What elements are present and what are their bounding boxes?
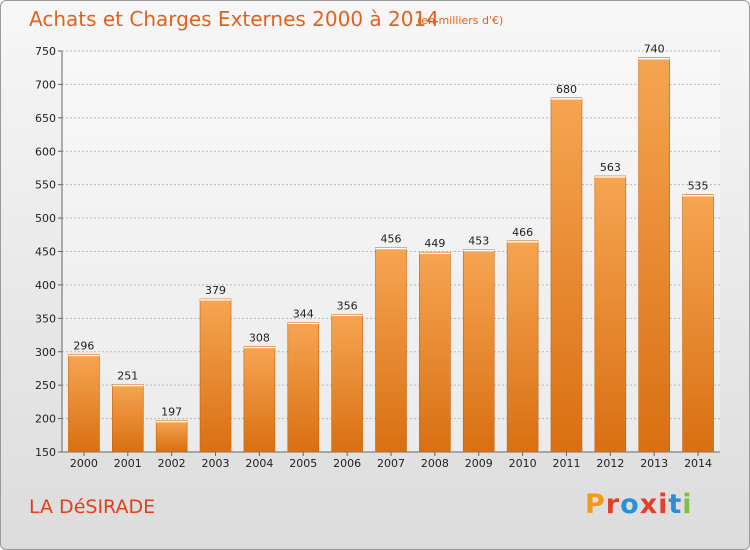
- bar: [155, 420, 188, 453]
- y-tick-label: 400: [35, 279, 56, 292]
- bar-value-label: 344: [293, 307, 314, 320]
- logo-letter: x: [639, 489, 659, 520]
- bar-value-label: 308: [249, 331, 270, 344]
- bar: [112, 384, 144, 453]
- bar: [287, 322, 320, 453]
- bar-value-label: 449: [424, 237, 445, 250]
- bar-value-label: 453: [468, 234, 489, 247]
- bar: [375, 247, 407, 453]
- bar: [506, 240, 539, 453]
- bar: [331, 314, 363, 453]
- bar: [682, 194, 714, 453]
- y-tick-label: 750: [35, 45, 56, 58]
- logo-letter: t: [668, 489, 683, 520]
- logo-letter: o: [620, 489, 640, 520]
- x-tick-label: 2005: [289, 457, 317, 470]
- bar-value-label: 251: [117, 369, 138, 382]
- bar: [594, 175, 627, 453]
- y-tick-label: 150: [35, 446, 56, 459]
- x-tick-label: 2014: [684, 457, 712, 470]
- logo-letter: r: [605, 489, 621, 520]
- bar-value-label: 535: [688, 180, 709, 193]
- bar: [419, 251, 451, 453]
- proxiti-logo[interactable]: Proxiti: [585, 489, 693, 520]
- y-tick-label: 650: [35, 112, 56, 125]
- y-tick-label: 700: [35, 78, 56, 91]
- y-tick-label: 250: [35, 379, 56, 392]
- x-tick-label: 2003: [202, 457, 230, 470]
- commune-name: LA DéSIRADE: [29, 496, 156, 518]
- x-tick-label: 2007: [377, 457, 405, 470]
- bar-value-label: 563: [600, 161, 621, 174]
- logo-letter: i: [658, 489, 669, 520]
- bar-value-label: 456: [381, 232, 402, 245]
- y-tick-label: 500: [35, 212, 56, 225]
- bar-value-label: 740: [644, 43, 665, 56]
- logo-letter: P: [585, 489, 606, 520]
- bar: [243, 346, 276, 453]
- x-tick-label: 2009: [465, 457, 493, 470]
- bar: [199, 298, 232, 453]
- y-tick-label: 350: [35, 312, 56, 325]
- x-tick-label: 2008: [421, 457, 449, 470]
- bar-value-label: 680: [556, 83, 577, 96]
- x-tick-label: 2002: [158, 457, 186, 470]
- x-tick-label: 2010: [509, 457, 537, 470]
- bar: [638, 57, 671, 453]
- y-tick-label: 550: [35, 179, 56, 192]
- bar-value-label: 356: [337, 299, 358, 312]
- bar-value-label: 296: [73, 339, 94, 352]
- x-tick-label: 2001: [114, 457, 142, 470]
- x-tick-label: 2013: [640, 457, 668, 470]
- bar: [462, 249, 495, 453]
- y-tick-label: 450: [35, 246, 56, 259]
- y-tick-label: 600: [35, 145, 56, 158]
- x-tick-label: 2004: [245, 457, 273, 470]
- bar-value-label: 379: [205, 284, 226, 297]
- bar-value-label: 197: [161, 406, 182, 419]
- bar: [550, 97, 583, 453]
- x-tick-label: 2006: [333, 457, 361, 470]
- y-tick-label: 300: [35, 346, 56, 359]
- x-tick-label: 2011: [552, 457, 580, 470]
- chart-unit: (en milliers d'€): [417, 14, 504, 27]
- x-tick-label: 2012: [596, 457, 624, 470]
- y-tick-label: 200: [35, 413, 56, 426]
- chart-title: Achats et Charges Externes 2000 à 2014: [29, 7, 439, 31]
- bar-value-label: 466: [512, 226, 533, 239]
- logo-letter: i: [682, 489, 693, 520]
- bar: [68, 354, 100, 453]
- x-tick-label: 2000: [70, 457, 98, 470]
